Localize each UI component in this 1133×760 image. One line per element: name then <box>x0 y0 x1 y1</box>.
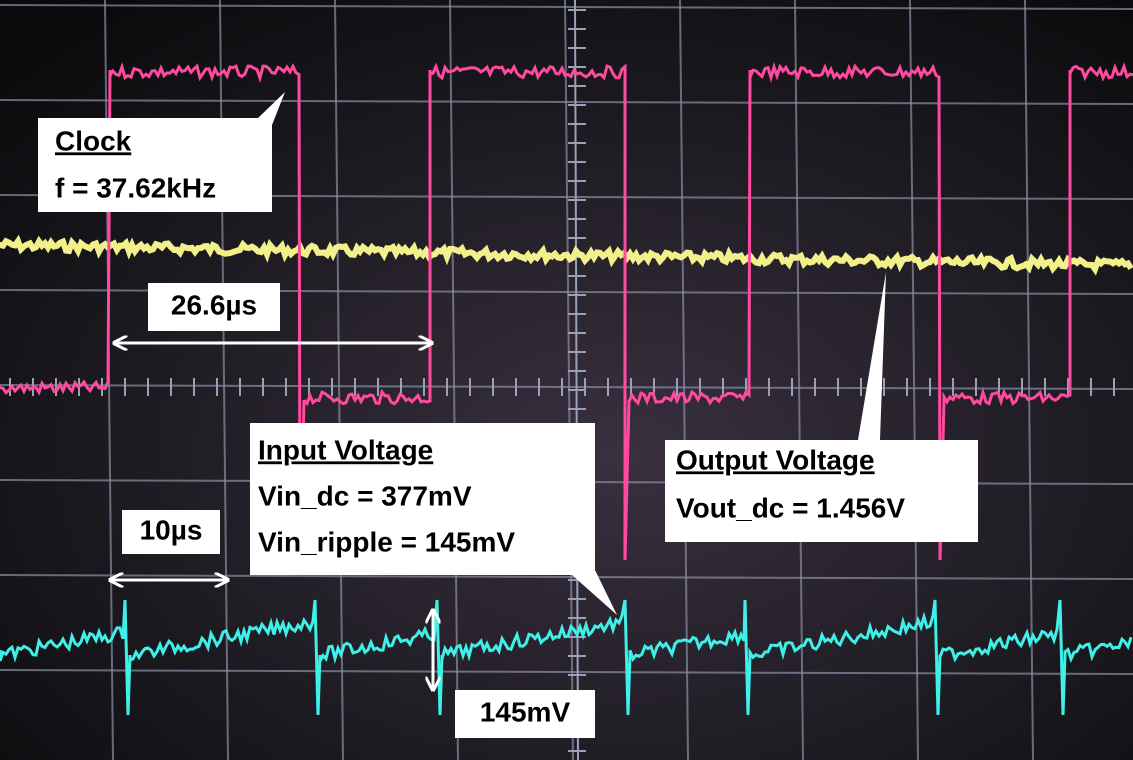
grid-line <box>0 99 1133 105</box>
measurement-label: 145mV <box>480 696 571 727</box>
grid-line <box>0 384 1133 390</box>
measurement-label: 10µs <box>140 514 203 545</box>
grid-line <box>0 4 1133 10</box>
grid-line <box>449 0 459 760</box>
grid-line <box>909 0 919 760</box>
input-callout: Input Voltage Vin_dc = 377mV Vin_ripple … <box>250 423 617 615</box>
callout-title: Clock <box>55 125 132 156</box>
callout-line: Vin_dc = 377mV <box>258 480 472 511</box>
clock-callout: Clock f = 37.62kHz <box>38 92 285 212</box>
callout-line: Vin_ripple = 145mV <box>258 526 515 557</box>
grid-line <box>0 669 1133 675</box>
callout-box <box>665 272 978 542</box>
waveforms <box>0 61 1133 716</box>
callout-line: Vout_dc = 1.456V <box>676 492 905 523</box>
label-box <box>122 510 220 554</box>
measurement-label: 26.6µs <box>171 289 257 320</box>
callout-line: f = 37.62kHz <box>55 172 216 203</box>
input-trace <box>0 599 1133 716</box>
grid-line <box>334 0 344 760</box>
output-callout: Output Voltage Vout_dc = 1.456V <box>665 272 978 542</box>
grid-line <box>564 0 574 760</box>
callout-title: Output Voltage <box>676 444 875 475</box>
clock-trace <box>0 61 1133 561</box>
label-box <box>148 283 280 331</box>
grid-line <box>679 0 689 760</box>
label-box <box>455 690 595 738</box>
grid-line <box>794 0 804 760</box>
callout-box <box>38 92 285 212</box>
callout-title: Input Voltage <box>258 434 433 465</box>
grid-line <box>1024 0 1034 760</box>
callout-box <box>250 423 617 615</box>
output-trace <box>0 234 1133 276</box>
